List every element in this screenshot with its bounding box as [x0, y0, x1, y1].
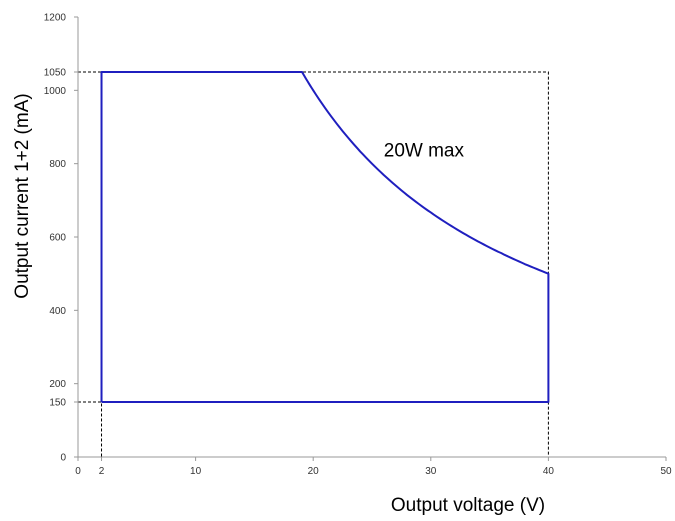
x-tick-label: 2	[99, 466, 105, 477]
y-tick-label: 800	[49, 159, 66, 170]
axes	[74, 16, 667, 461]
y-tick-label: 1050	[44, 68, 67, 79]
y-tick-label: 1000	[44, 86, 67, 97]
y-tick-label: 600	[49, 233, 66, 244]
x-tick-label: 50	[660, 466, 672, 477]
reference-lines	[78, 71, 549, 457]
series-line	[100, 71, 550, 403]
annotation-label: 20W max	[384, 140, 465, 161]
y-tick-label: 400	[49, 306, 66, 317]
y-tick-label: 200	[49, 379, 66, 390]
y-axis-title: Output current 1+2 (mA)	[12, 93, 33, 298]
reference-dashed-line	[78, 71, 549, 457]
x-tick-label: 0	[75, 466, 81, 477]
x-tick-label: 40	[543, 466, 555, 477]
y-tick-label: 150	[49, 398, 66, 409]
x-tick-label: 10	[190, 466, 202, 477]
x-tick-label: 30	[425, 466, 437, 477]
y-tick-label: 1200	[44, 13, 67, 24]
x-tick-label: 20	[308, 466, 320, 477]
reference-dashed-line	[78, 401, 103, 457]
series-layer	[100, 71, 550, 403]
y-tick-label: 0	[60, 453, 66, 464]
x-axis-title: Output voltage (V)	[391, 495, 545, 516]
tick-labels: 0 2 10 20 30 40 50 0 150 200 400 600 800 1000 1050 1200	[44, 13, 672, 478]
